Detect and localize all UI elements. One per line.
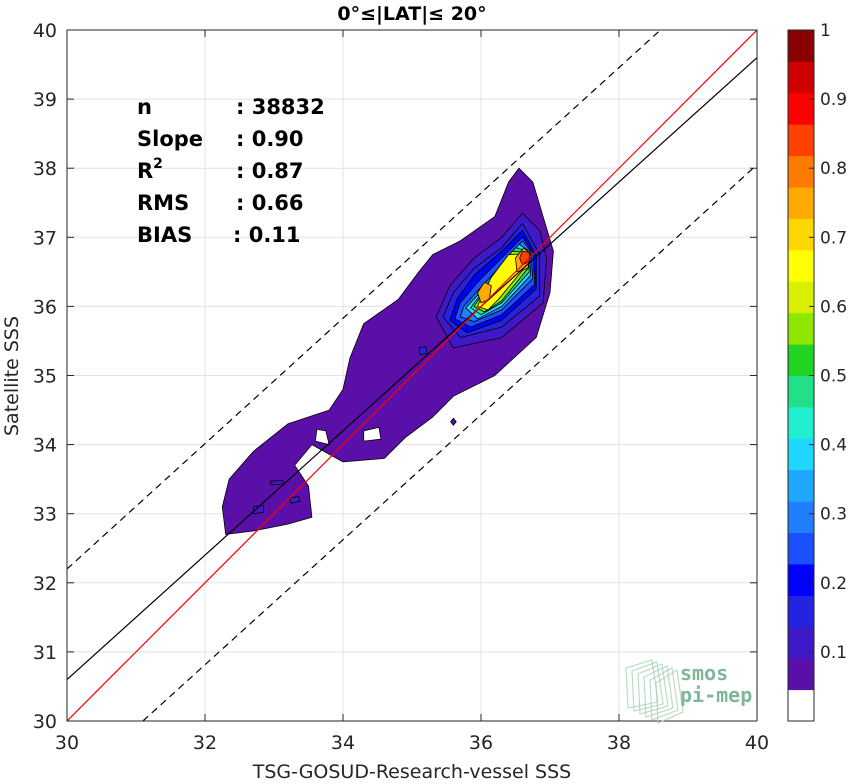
stat-value: : 0.66: [236, 191, 304, 215]
y-axis-label: Satellite SSS: [1, 316, 23, 436]
logo-swatch: [637, 663, 669, 715]
x-axis-label: TSG-GOSUD-Research-vessel SSS: [252, 761, 572, 783]
x-tick-label: 32: [193, 732, 217, 754]
density-hole: [314, 428, 330, 446]
colorbar-swatch: [788, 501, 814, 534]
colorbar-swatch: [788, 344, 814, 376]
stat-value: : 0.11: [233, 223, 301, 247]
y-tick-label: 39: [33, 89, 57, 111]
x-tick-label: 30: [55, 732, 79, 754]
stat-label: BIAS: [137, 223, 192, 247]
y-tick-label: 35: [33, 366, 57, 388]
axes: 30 32 34 36 38 40 30 31 32 33 34 35 36 37 38 39 40: [33, 20, 769, 754]
colorbar-tick-label: 0.5: [820, 367, 847, 387]
grid-lines: [66, 29, 758, 722]
colorbar-swatch: [788, 406, 814, 439]
colorbar-swatch: [788, 281, 814, 314]
density-contour: [450, 417, 457, 426]
colorbar-swatch: [788, 155, 814, 188]
colorbar-swatch: [788, 563, 814, 596]
colorbar-swatch: [788, 187, 814, 219]
reference-lines: [67, 30, 757, 721]
logo-line1: smos: [680, 661, 728, 685]
density-contour: [418, 346, 428, 356]
colorbar-tick-label: 0.2: [820, 574, 847, 594]
y-tick-label: 37: [33, 227, 57, 249]
stat-label: RMS: [137, 191, 189, 215]
stat-label: Slope: [137, 127, 203, 151]
density-contour: [252, 504, 265, 515]
colorbar-swatch: [788, 61, 814, 94]
colorbar-swatch: [788, 626, 814, 659]
chart-title: 0°≤|LAT|≤ 20°: [337, 3, 486, 25]
colorbar: 0.1 0.2 0.3 0.4 0.5 0.6 0.7 0.8 0.9 1: [787, 21, 847, 722]
y-tick-label: 30: [33, 711, 57, 733]
stat-value: : 38832: [236, 95, 325, 119]
colorbar-tick-label: 0.4: [820, 436, 847, 456]
y-tick-label: 32: [33, 573, 57, 595]
logo-swatch: [655, 669, 684, 724]
colorbar-tick-label: 0.1: [820, 643, 847, 663]
x-tick-label: 36: [469, 732, 493, 754]
logo-swatch: [625, 659, 659, 709]
lower-bound-line: [142, 164, 757, 721]
colorbar-swatch: [788, 469, 814, 502]
logo-line2: pi-mep: [680, 683, 752, 707]
density-contour: [519, 250, 530, 266]
stat-value: : 0.90: [236, 127, 304, 151]
colorbar-tick-label: 0.7: [820, 228, 847, 248]
regression-line: [67, 57, 757, 680]
y-tick-label: 40: [33, 20, 57, 42]
density-contour: [221, 167, 554, 535]
upper-bound-line: [67, 30, 661, 570]
colorbar-swatch: [788, 375, 814, 408]
x-tick-label: 34: [331, 732, 355, 754]
colorbar-tick-label: 0.6: [820, 297, 847, 317]
colorbar-swatch: [788, 249, 814, 282]
y-tick-label: 36: [33, 296, 57, 318]
colorbar-swatch: [788, 658, 814, 691]
colorbar-swatch: [788, 124, 814, 157]
density-hole: [363, 426, 382, 442]
colorbar-swatch: [788, 218, 814, 251]
colorbar-swatch: [788, 438, 814, 471]
colorbar-swatch: [788, 30, 814, 62]
y-tick-label: 34: [33, 435, 57, 457]
x-tick-label: 38: [607, 732, 631, 754]
colorbar-swatch: [788, 312, 814, 345]
y-tick-label: 38: [33, 158, 57, 180]
colorbar-swatch: [788, 595, 814, 628]
colorbar-swatch: [788, 92, 814, 125]
logo-swatch: [649, 667, 679, 721]
density-contour: [288, 495, 301, 504]
logo-swatch: [631, 661, 664, 712]
colorbar-swatch: [788, 532, 814, 565]
colorbar-tick-label: 1: [820, 21, 831, 41]
colorbar-swatch: [788, 689, 814, 722]
stat-superscript: 2: [153, 156, 163, 172]
one-to-one-line: [67, 30, 757, 721]
y-tick-label: 31: [33, 642, 57, 664]
colorbar-tick-label: 0.9: [820, 90, 847, 110]
density-contours: [221, 167, 554, 535]
colorbar-tick-label: 0.3: [820, 505, 847, 525]
density-contour: [270, 480, 285, 486]
x-tick-label: 40: [745, 732, 769, 754]
y-tick-label: 33: [33, 504, 57, 526]
colorbar-tick-label: 0.8: [820, 159, 847, 179]
stat-value: : 0.87: [236, 159, 304, 183]
stat-label: n: [137, 95, 152, 119]
logo-swatch: [643, 665, 674, 718]
